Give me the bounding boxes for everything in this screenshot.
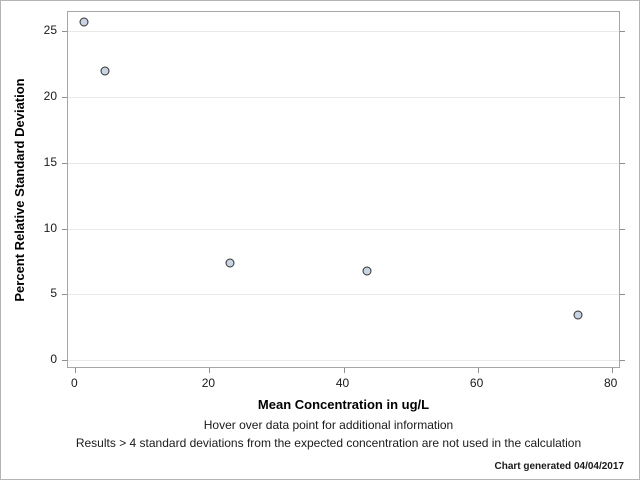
x-tick-label-20: 20 <box>201 376 216 390</box>
gridline-y-10 <box>68 228 619 230</box>
y-tick-right-5 <box>620 294 625 296</box>
y-tick-left-15 <box>62 162 67 164</box>
x-axis-title: Mean Concentration in ug/L <box>257 397 430 412</box>
x-tick-20 <box>209 368 211 373</box>
gridline-y-0 <box>68 360 619 362</box>
x-tick-40 <box>343 368 345 373</box>
y-tick-left-0 <box>62 360 67 362</box>
y-tick-right-20 <box>620 96 625 98</box>
x-tick-label-0: 0 <box>70 376 78 390</box>
gridline-y-5 <box>68 294 619 296</box>
data-point-5[interactable] <box>573 310 583 320</box>
y-tick-label-20: 20 <box>43 88 57 103</box>
gridline-y-25 <box>68 31 619 33</box>
chart-generated-date: Chart generated 04/04/2017 <box>494 461 624 472</box>
data-point-2[interactable] <box>100 66 110 76</box>
y-tick-left-25 <box>62 31 67 33</box>
x-tick-label-60: 60 <box>469 376 484 390</box>
gridline-y-15 <box>68 162 619 164</box>
x-tick-label-40: 40 <box>335 376 350 390</box>
footnote-exclusion-rule: Results > 4 standard deviations from the… <box>75 436 582 450</box>
y-tick-left-5 <box>62 294 67 296</box>
y-tick-label-10: 10 <box>43 220 57 235</box>
y-tick-right-10 <box>620 228 625 230</box>
y-tick-label-15: 15 <box>43 154 57 169</box>
data-point-4[interactable] <box>362 266 372 276</box>
y-tick-right-25 <box>620 31 625 33</box>
plot-area <box>62 11 625 373</box>
y-tick-label-0: 0 <box>50 352 57 367</box>
y-tick-right-0 <box>620 360 625 362</box>
x-tick-label-80: 80 <box>604 376 618 390</box>
y-tick-label-25: 25 <box>43 23 57 38</box>
y-tick-right-15 <box>620 162 625 164</box>
data-point-3[interactable] <box>225 258 235 268</box>
footnote-hover-hint: Hover over data point for additional inf… <box>203 418 454 432</box>
y-tick-left-20 <box>62 96 67 98</box>
x-tick-60 <box>477 368 479 373</box>
y-tick-left-10 <box>62 228 67 230</box>
gridline-y-20 <box>68 96 619 98</box>
x-tick-0 <box>75 368 77 373</box>
data-point-1[interactable] <box>79 17 89 27</box>
x-tick-80 <box>611 368 613 373</box>
y-tick-label-5: 5 <box>50 286 57 301</box>
y-axis-title-text: Percent Relative Standard Deviation <box>12 78 27 302</box>
